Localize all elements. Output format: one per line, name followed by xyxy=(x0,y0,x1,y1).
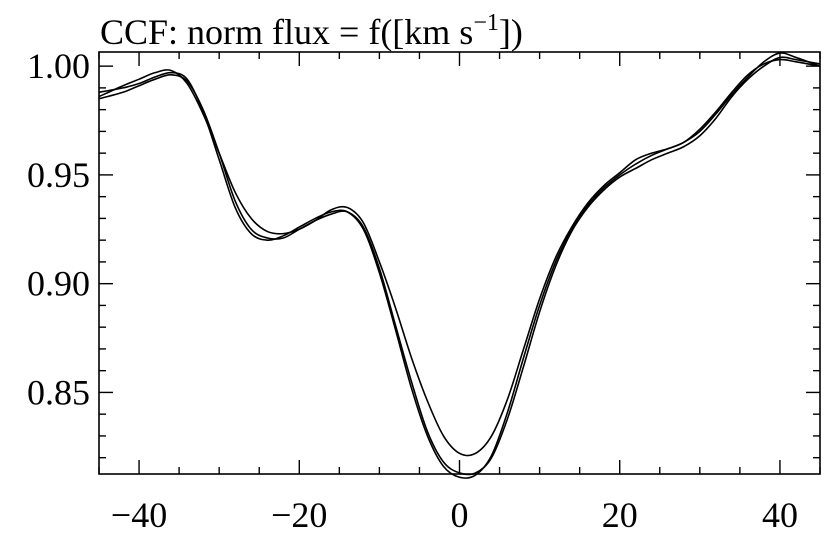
y-tick-label: 0.85 xyxy=(27,372,90,412)
chart-title: CCF: norm flux = f([km s−1]) xyxy=(100,10,523,52)
x-tick-label: 20 xyxy=(602,495,638,535)
x-tick-label: −20 xyxy=(271,495,327,535)
ccf-line-1 xyxy=(98,52,821,457)
plot-frame xyxy=(98,51,821,475)
tick-labels: −40 −20 0 20 40 0.85 0.90 0.95 1.00 xyxy=(27,46,798,535)
ccf-line-2 xyxy=(98,56,821,476)
x-tick-label: 0 xyxy=(451,495,469,535)
chart-title-superscript: −1 xyxy=(473,10,499,36)
x-tick-label: 40 xyxy=(762,495,798,535)
y-tick-label: 0.90 xyxy=(27,264,90,304)
ccf-line-3 xyxy=(98,58,821,479)
x-tick-label: −40 xyxy=(111,495,167,535)
y-tick-label: 1.00 xyxy=(27,46,90,86)
chart-title-main: CCF: norm flux = f([km s xyxy=(100,12,473,52)
chart-title-end: ]) xyxy=(499,12,523,52)
plot-lines xyxy=(98,52,821,479)
y-tick-label: 0.95 xyxy=(27,155,90,195)
